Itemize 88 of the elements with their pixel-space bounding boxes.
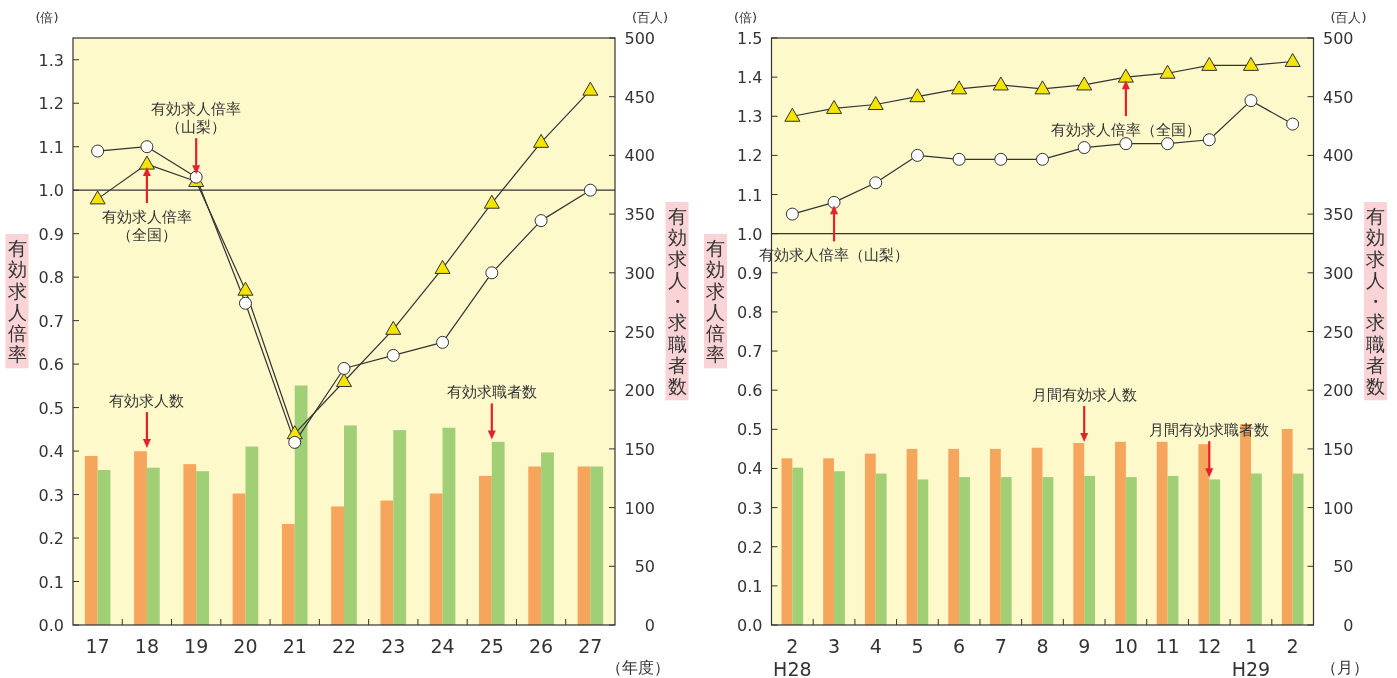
y2-tick-label: 150 [1322,439,1354,459]
y2-tick-label: 450 [1322,87,1354,107]
y-tick-label: 0.3 [38,485,64,505]
y2-tick-label: 50 [1333,557,1354,577]
y-tick-label: 1.2 [737,146,763,166]
y-tick-label: 1.0 [737,224,763,244]
y2-tick-label: 0 [1343,616,1354,635]
y-tick-label: 0.0 [737,616,763,635]
y-tick-label: 1.1 [38,137,64,157]
y-tick-label: 0.5 [737,420,763,440]
y2-tick-label: 200 [624,381,655,401]
y2-tick-label: 250 [1322,322,1354,342]
y2-tick-label: 0 [644,616,655,635]
x-tick-label: 10 [1113,635,1138,657]
text: (倍) [733,10,758,25]
x-tick-label: 2 [1286,635,1299,657]
y2-tick-label: 500 [624,29,655,48]
y2-tick-label: 150 [624,439,655,459]
x-tick-label: 23 [381,635,406,657]
y2-tick-label: 300 [624,263,655,283]
text: (百人) [631,10,669,25]
y2-tick-label: 50 [634,557,655,577]
y-tick-label: 1.3 [737,107,763,127]
y2-tick-label: 400 [624,146,655,166]
annotation: 有効求職者数 [446,383,537,402]
y-tick-label: 0.0 [38,616,64,635]
y2-tick-label: 100 [1322,498,1354,518]
y-tick-label: 0.2 [38,529,64,549]
x-tick-label: 8 [1036,635,1049,657]
x-axis-title: （年度） [606,658,670,677]
y2-tick-label: 350 [1322,205,1354,225]
text: (倍) [35,10,59,25]
y2-tick-label: 200 [1322,381,1354,401]
y-tick-label: 0.5 [38,398,64,418]
x-tick-label: 19 [184,635,209,657]
x-tick-label: 12 [1197,635,1222,657]
y2-tick-label: 350 [624,205,655,225]
annotation: 有効求人倍率（山梨） [151,100,242,137]
x-tick-label: 5 [911,635,924,657]
x-tick-label: 20 [233,635,258,657]
x-tick-label: 26 [529,635,554,657]
y-tick-label: 1.3 [38,50,64,70]
y-tick-label: 1.4 [737,68,763,88]
y-tick-label: 0.6 [38,355,64,375]
y-tick-label: 1.1 [737,185,763,205]
x-axis-title: （月） [1320,658,1369,677]
y-tick-label: 0.2 [737,537,763,557]
text: (百人) [1330,10,1367,25]
y-tick-label: 0.1 [38,572,64,592]
y-tick-label: 0.9 [38,224,64,244]
annotation: 有効求人数 [109,392,185,411]
y-tick-label: 0.7 [737,342,763,362]
x-tick-label: 24 [430,635,455,657]
y-tick-label: 0.6 [737,381,763,401]
annotation: 有効求人倍率（全国） [101,208,192,245]
y2-tick-label: 400 [1322,146,1354,166]
x-tick-label: 21 [282,635,307,657]
x-tick-label: 7 [994,635,1007,657]
y-tick-label: 1.2 [38,94,64,114]
x-tick-label: 3 [827,635,841,657]
y-tick-label: 1.5 [737,29,763,48]
y-tick-label: 0.1 [737,576,763,596]
x-tick-label: 1 H29 [1231,635,1271,678]
y-tick-label: 0.3 [737,498,763,518]
y-tick-label: 0.4 [737,459,763,479]
y-tick-label: 0.4 [38,442,64,462]
y2-tick-label: 500 [1322,29,1354,48]
y2-tick-label: 250 [624,322,655,342]
y-tick-label: 0.8 [38,268,64,288]
x-tick-label: 9 [1078,635,1091,657]
x-tick-label: 22 [331,635,357,657]
x-tick-label: 4 [869,635,882,657]
x-tick-label: 11 [1155,635,1180,657]
x-tick-label: 17 [85,635,110,657]
x-tick-label: 2 H28 [773,635,812,678]
y2-tick-label: 300 [1322,263,1354,283]
annotation: 月間有効求人数 [1031,385,1137,404]
y-tick-label: 0.7 [38,311,64,331]
annotation: 有効求人倍率（全国） [1050,121,1201,140]
x-tick-label: 6 [953,635,966,657]
y-tick-label: 1.0 [38,181,64,201]
x-tick-label: 25 [479,635,504,657]
y-tick-label: 0.9 [737,263,763,283]
y2-tick-label: 450 [624,87,655,107]
y2-tick-label: 100 [624,498,655,518]
x-tick-label: 27 [578,635,603,657]
y-tick-label: 0.8 [737,302,763,322]
x-tick-label: 18 [134,635,159,657]
